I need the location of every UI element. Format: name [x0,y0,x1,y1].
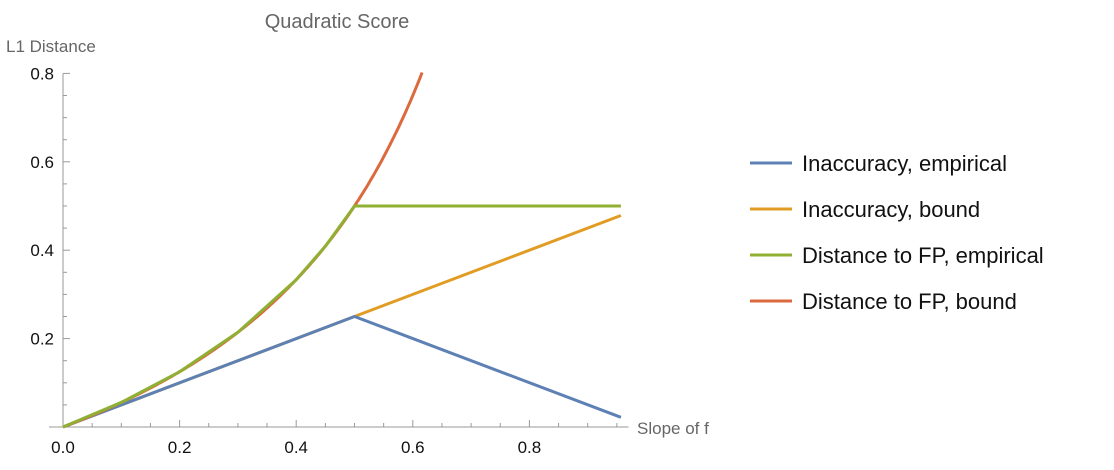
y-tick-label: 0.2 [30,330,54,349]
series-line-distance-to-fp-empirical [62,204,621,429]
y-tick-label: 0.8 [30,64,54,83]
legend-item: Distance to FP, empirical [750,243,1044,268]
legend-label: Distance to FP, bound [802,289,1017,314]
legend-item: Distance to FP, bound [750,289,1017,314]
legend-label: Distance to FP, empirical [802,243,1044,268]
series-line-distance-to-fp-bound [62,71,424,429]
x-tick-label: 0.4 [284,438,308,457]
series-line-inaccuracy-empirical [62,315,622,429]
y-tick-label: 0.4 [30,241,54,260]
x-tick-label: 0.8 [518,438,542,457]
legend-label: Inaccuracy, empirical [802,151,1007,176]
x-tick-label: 0.0 [51,438,75,457]
legend-item: Inaccuracy, empirical [750,151,1007,176]
legend-item: Inaccuracy, bound [750,197,980,222]
x-tick-label: 0.6 [401,438,425,457]
y-tick-label: 0.6 [30,153,54,172]
x-tick-label: 0.2 [168,438,192,457]
x-axis-label: Slope of f [637,419,709,438]
y-axis-label: L1 Distance [6,37,96,56]
chart-title: Quadratic Score [265,11,410,33]
legend-label: Inaccuracy, bound [802,197,980,222]
